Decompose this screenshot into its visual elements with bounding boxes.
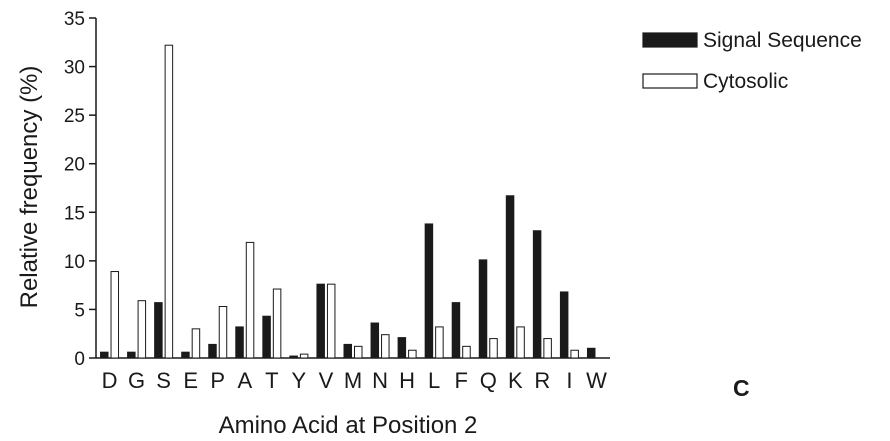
x-axis-title: Amino Acid at Position 2 — [219, 412, 478, 439]
panel-label: C — [733, 375, 750, 401]
signal-sequence-bar-P — [208, 343, 217, 359]
x-tick-label: R — [534, 368, 550, 393]
legend: Signal Sequence Cytosolic — [642, 29, 862, 93]
cytosolic-legend-swatch — [642, 73, 698, 89]
cytosolic-bar-T — [272, 288, 282, 359]
signal-sequence-bar-L — [424, 223, 434, 359]
x-tick-label: M — [344, 368, 362, 393]
x-tick-label: K — [508, 368, 523, 393]
cytosolic-bar-R — [543, 338, 552, 359]
x-tick-label: S — [156, 368, 171, 393]
cytosolic-bar-M — [354, 345, 363, 359]
y-tick-label: 35 — [64, 9, 85, 30]
legend-label: Signal Sequence — [703, 29, 862, 52]
y-tick-label: 30 — [64, 58, 85, 79]
x-tick-label: N — [372, 368, 388, 393]
cytosolic-bar-K — [516, 326, 525, 359]
signal-sequence-bar-N — [370, 322, 380, 359]
y-tick-label: 20 — [64, 155, 85, 176]
x-tick-label: T — [265, 368, 278, 393]
signal-sequence-bar-I — [559, 291, 569, 359]
x-tick-label: W — [586, 368, 607, 393]
y-axis-title: Relative frequency (%) — [16, 66, 43, 309]
x-tick-label: L — [428, 368, 440, 393]
signal-sequence-bar-V — [316, 283, 325, 359]
cytosolic-bar-N — [381, 334, 390, 359]
y-tick-label: 25 — [64, 106, 85, 127]
x-tick-label: F — [454, 368, 467, 393]
signal-sequence-bar-T — [262, 315, 271, 359]
cytosolic-bar-G — [137, 300, 147, 359]
cytosolic-bar-I — [570, 349, 579, 359]
cytosolic-bar-H — [408, 349, 417, 359]
signal-sequence-bar-F — [451, 302, 461, 359]
signal-sequence-bar-E — [181, 351, 190, 359]
cytosolic-bar-Q — [489, 338, 498, 359]
signal-sequence-bar-W — [586, 347, 596, 359]
signal-sequence-bar-Q — [478, 259, 488, 359]
y-tick-label: 10 — [64, 252, 85, 273]
y-tick-label: 0 — [74, 349, 85, 370]
signal-sequence-legend-swatch — [642, 32, 698, 48]
legend-label: Cytosolic — [703, 70, 788, 93]
signal-sequence-bar-Y — [289, 355, 298, 359]
y-tick-label: 15 — [64, 203, 85, 224]
cytosolic-bar-L — [435, 326, 444, 359]
signal-sequence-bar-G — [127, 351, 136, 359]
signal-sequence-bar-M — [343, 343, 352, 359]
signal-sequence-bar-H — [397, 337, 407, 359]
x-tick-label: I — [566, 368, 572, 393]
x-tick-label: A — [237, 368, 252, 393]
x-tick-label: Y — [292, 368, 307, 393]
x-tick-label: G — [128, 368, 145, 393]
cytosolic-bar-F — [462, 345, 471, 359]
signal-sequence-bar-D — [100, 351, 109, 359]
signal-sequence-bar-S — [154, 302, 163, 359]
signal-sequence-bar-R — [532, 230, 542, 359]
bars — [100, 44, 596, 359]
cytosolic-bar-E — [191, 328, 201, 359]
y-tick-label: 5 — [74, 300, 85, 321]
x-tick-label: Q — [480, 368, 497, 393]
signal-sequence-bar-A — [235, 326, 244, 359]
x-tick-label: P — [210, 368, 225, 393]
cytosolic-bar-S — [164, 44, 174, 359]
cytosolic-bar-P — [218, 306, 228, 359]
x-tick-label: E — [183, 368, 198, 393]
x-tick-label: D — [102, 368, 118, 393]
cytosolic-bar-V — [326, 283, 336, 359]
x-tick-label: H — [399, 368, 415, 393]
signal-sequence-bar-K — [505, 195, 515, 359]
cytosolic-bar-Y — [299, 353, 309, 359]
x-tick-label: V — [319, 368, 334, 393]
cytosolic-bar-D — [110, 271, 120, 359]
cytosolic-bar-A — [245, 241, 255, 359]
